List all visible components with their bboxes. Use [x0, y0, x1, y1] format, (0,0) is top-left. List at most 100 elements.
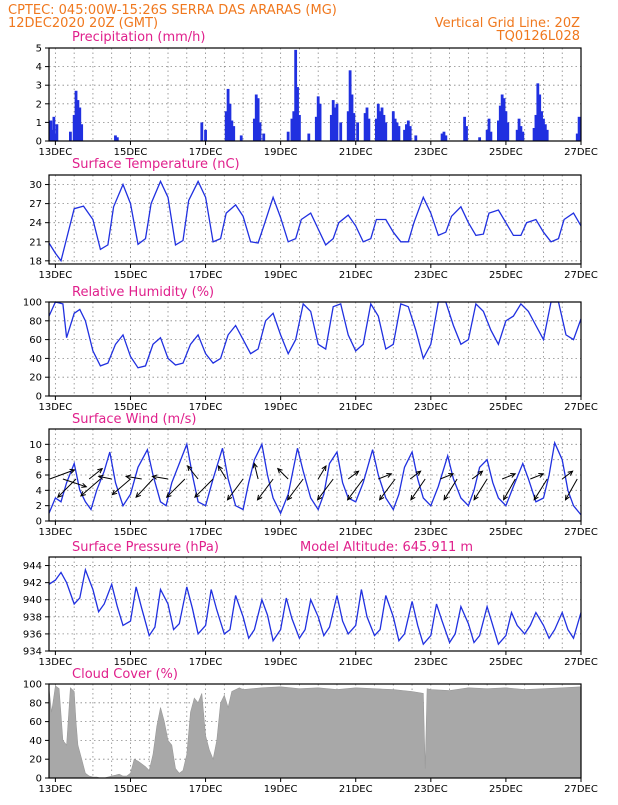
humidity-xtick-label: 21DEC	[339, 402, 373, 413]
pressure-xtick-label: 25DEC	[489, 657, 523, 668]
wind-vector	[126, 475, 142, 480]
pressure-ytick-label: 934	[23, 647, 42, 658]
precip-bar	[534, 114, 538, 141]
wind-vector	[49, 469, 75, 480]
precip-bar	[307, 133, 311, 141]
wind-vector-head	[321, 465, 327, 472]
pressure-ytick-label: 944	[23, 561, 42, 572]
wind-vector-head	[415, 470, 422, 476]
cloud-xtick-label: 13DEC	[39, 784, 73, 795]
pressure-xtick-label: 19DEC	[264, 657, 298, 668]
wind-vector-head	[97, 467, 104, 474]
precip-bar	[252, 118, 256, 141]
precip-bar	[74, 90, 78, 141]
precip-bar	[298, 114, 301, 141]
pressure-ytick-label: 938	[23, 612, 42, 623]
precip-frame	[48, 47, 582, 142]
wind-vector-head	[124, 474, 132, 480]
wind-ytick-label: 10	[29, 440, 42, 451]
precip-bar	[258, 122, 262, 141]
precip-bar	[290, 118, 294, 141]
precip-bar	[504, 111, 508, 141]
wind-vector	[409, 470, 421, 480]
cloud-xtick-label: 21DEC	[339, 784, 373, 795]
wind-ytick-label: 8	[36, 455, 42, 466]
grid-line-note: Vertical Grid Line: 20Z	[435, 16, 580, 31]
wind-vector-head	[353, 470, 360, 476]
pressure-frame	[48, 556, 582, 652]
temp-ytick-label: 30	[29, 180, 42, 191]
wind-xtick-label: 27DEC	[564, 527, 598, 538]
wind-vector-head	[533, 494, 539, 501]
wind-vector-head	[80, 491, 86, 497]
precip-bar	[262, 133, 266, 141]
precip-bar	[331, 100, 335, 141]
wind-vector-head	[503, 494, 508, 501]
wind-vector	[561, 470, 573, 480]
temp-series-line	[48, 179, 582, 263]
precip-bar	[376, 103, 380, 141]
wind-vector-head	[56, 492, 63, 499]
precip-xtick-label: 27DEC	[564, 147, 598, 158]
wind-vector	[410, 478, 426, 501]
temp-title: Surface Temperature (nC)	[72, 157, 240, 172]
precip-bar	[226, 88, 230, 141]
precip-bar	[69, 131, 72, 141]
precip-ytick-label: 1	[36, 118, 42, 129]
wind-vector-head	[378, 494, 385, 501]
temp-ytick-label: 27	[29, 199, 42, 210]
precip-bar	[517, 118, 521, 141]
wind-vector	[227, 478, 244, 501]
wind-vector	[166, 478, 186, 498]
precip-ytick-label: 3	[36, 81, 42, 92]
wind-vector	[503, 478, 516, 501]
temp-xtick-label: 25DEC	[489, 270, 523, 281]
wind-vector-head	[477, 470, 484, 476]
cloud-xtick-label: 19DEC	[264, 784, 298, 795]
precip-bar	[335, 103, 339, 141]
wind-series-line	[48, 440, 582, 516]
precip-bar	[403, 129, 406, 141]
precip-ytick-label: 5	[36, 44, 42, 55]
model-id: TQ0126L028	[496, 29, 580, 44]
wind-vector-head	[252, 462, 258, 469]
temp-frame	[48, 174, 582, 265]
precip-bar	[543, 124, 547, 141]
wind-vector	[501, 473, 516, 480]
precip-bar	[478, 137, 482, 141]
precip-bar	[506, 122, 510, 141]
temp-ytick-label: 21	[29, 237, 42, 248]
cloud-ytick-label: 0	[36, 774, 42, 785]
precip-bar	[532, 127, 536, 141]
precip-bar	[350, 94, 354, 141]
wind-vector	[135, 478, 154, 498]
precip-bar	[239, 135, 243, 141]
wind-vector	[62, 478, 87, 488]
wind-vector-head	[217, 465, 223, 472]
precip-bar	[292, 111, 296, 141]
precip-panel: 0 1 2 3 4 5 13DEC 15DEC 17DEC 19DEC 21DEC 23DEC 25DE…	[36, 44, 598, 159]
precip-bar	[78, 107, 82, 141]
precip-bar	[232, 126, 236, 141]
precip-bar	[489, 131, 493, 141]
wind-vector	[471, 470, 483, 480]
precip-bar	[50, 129, 54, 141]
precip-ytick-label: 4	[36, 62, 42, 73]
wind-vector	[88, 468, 103, 480]
wind-vector	[217, 465, 227, 480]
humidity-xtick-label: 15DEC	[114, 402, 148, 413]
wind-vector	[473, 478, 488, 501]
precip-bar	[346, 111, 350, 141]
precip-bar	[286, 131, 290, 141]
pressure-ytick-label: 940	[23, 595, 42, 606]
cloud-cover-area	[48, 685, 582, 779]
wind-vector	[533, 478, 548, 501]
wind-title: Surface Wind (m/s)	[72, 412, 196, 427]
humidity-xtick-label: 23DEC	[414, 402, 448, 413]
humidity-title: Relative Humidity (%)	[72, 285, 214, 300]
wind-vector-head	[386, 473, 393, 478]
wind-vector-head	[256, 494, 263, 501]
wind-vector	[347, 470, 359, 480]
humidity-xtick-label: 19DEC	[264, 402, 298, 413]
